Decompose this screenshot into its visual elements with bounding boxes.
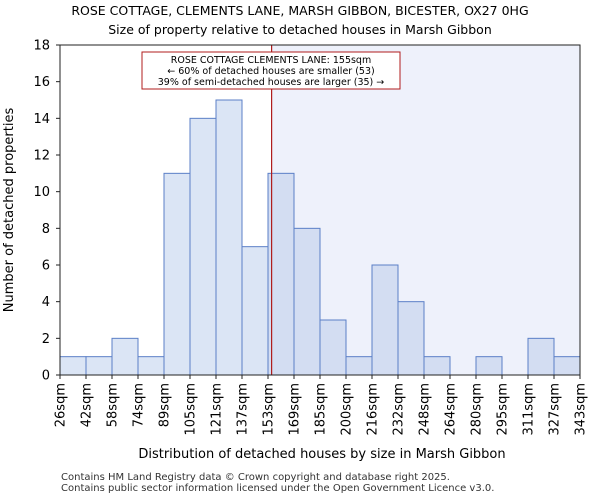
x-tick-label: 58sqm bbox=[106, 383, 121, 427]
annotation-frame bbox=[141, 51, 401, 90]
chart-title-block: ROSE COTTAGE, CLEMENTS LANE, MARSH GIBBO… bbox=[0, 1, 600, 39]
y-tick-label: 12 bbox=[33, 149, 50, 164]
x-tick-label: 121sqm bbox=[210, 383, 225, 436]
bar bbox=[163, 172, 191, 376]
bar bbox=[345, 356, 373, 376]
x-tick-label: 327sqm bbox=[548, 383, 563, 436]
x-tick-label: 200sqm bbox=[340, 383, 355, 436]
bar bbox=[111, 337, 139, 376]
annotation-box: ROSE COTTAGE CLEMENTS LANE: 155sqm ← 60%… bbox=[141, 51, 401, 90]
x-tick-label: 169sqm bbox=[288, 383, 303, 436]
bar bbox=[59, 356, 87, 376]
x-tick-label: 74sqm bbox=[132, 383, 147, 427]
bars-group bbox=[59, 99, 581, 376]
x-tick-label: 185sqm bbox=[314, 383, 329, 436]
y-tick-label: 6 bbox=[42, 259, 50, 274]
x-axis-label: Distribution of detached houses by size … bbox=[138, 447, 505, 462]
y-axis: 0 2 4 6 8 10 12 14 16 18 bbox=[33, 39, 60, 384]
x-tick-label: 216sqm bbox=[366, 383, 381, 436]
bar bbox=[397, 301, 425, 376]
bar bbox=[241, 246, 269, 376]
bar bbox=[189, 117, 217, 376]
x-tick-label: 153sqm bbox=[262, 383, 277, 436]
y-axis-label: Number of detached properties bbox=[2, 108, 17, 313]
bar bbox=[267, 172, 295, 376]
y-tick-label: 2 bbox=[42, 332, 50, 347]
x-tick-label: 311sqm bbox=[522, 383, 537, 436]
footer-line-1: Contains HM Land Registry data © Crown c… bbox=[61, 472, 450, 483]
bar bbox=[293, 227, 321, 376]
annotation-line-1: ROSE COTTAGE CLEMENTS LANE: 155sqm bbox=[171, 55, 371, 66]
y-tick-label: 16 bbox=[33, 75, 50, 90]
y-tick-label: 4 bbox=[42, 295, 50, 310]
bar bbox=[85, 356, 113, 376]
y-tick-label: 0 bbox=[42, 369, 50, 384]
y-tick-label: 10 bbox=[33, 185, 50, 200]
x-tick-label: 26sqm bbox=[54, 383, 69, 427]
y-tick-label: 8 bbox=[42, 222, 50, 237]
x-tick-label: 232sqm bbox=[392, 383, 407, 436]
chart-title: ROSE COTTAGE, CLEMENTS LANE, MARSH GIBBO… bbox=[71, 3, 529, 18]
bar bbox=[137, 356, 165, 376]
x-tick-label: 343sqm bbox=[574, 383, 589, 436]
footer-line-2: Contains public sector information licen… bbox=[61, 483, 495, 494]
x-tick-label: 137sqm bbox=[236, 383, 251, 436]
x-tick-label: 295sqm bbox=[496, 383, 511, 436]
x-tick-label: 42sqm bbox=[80, 383, 95, 427]
bar bbox=[319, 319, 347, 376]
annotation-line-2: ← 60% of detached houses are smaller (53… bbox=[167, 66, 374, 77]
bar bbox=[215, 99, 243, 376]
y-tick-label: 18 bbox=[33, 39, 50, 54]
x-tick-label: 264sqm bbox=[444, 383, 459, 436]
annotation-line-3: 39% of semi-detached houses are larger (… bbox=[158, 77, 385, 88]
x-tick-label: 89sqm bbox=[158, 383, 173, 427]
bar bbox=[475, 356, 503, 376]
x-tick-label: 248sqm bbox=[418, 383, 433, 436]
bar bbox=[371, 264, 399, 376]
x-tick-label: 280sqm bbox=[470, 383, 485, 436]
bar bbox=[553, 356, 581, 376]
bar bbox=[423, 356, 451, 376]
footer: Contains HM Land Registry data © Crown c… bbox=[61, 472, 494, 494]
chart-subtitle: Size of property relative to detached ho… bbox=[108, 22, 492, 37]
x-axis: 26sqm 42sqm 58sqm 74sqm 89sqm 105sqm 121sqm 137… bbox=[54, 375, 589, 436]
bar bbox=[527, 337, 555, 376]
y-tick-label: 14 bbox=[33, 112, 50, 127]
x-tick-label: 105sqm bbox=[184, 383, 199, 436]
